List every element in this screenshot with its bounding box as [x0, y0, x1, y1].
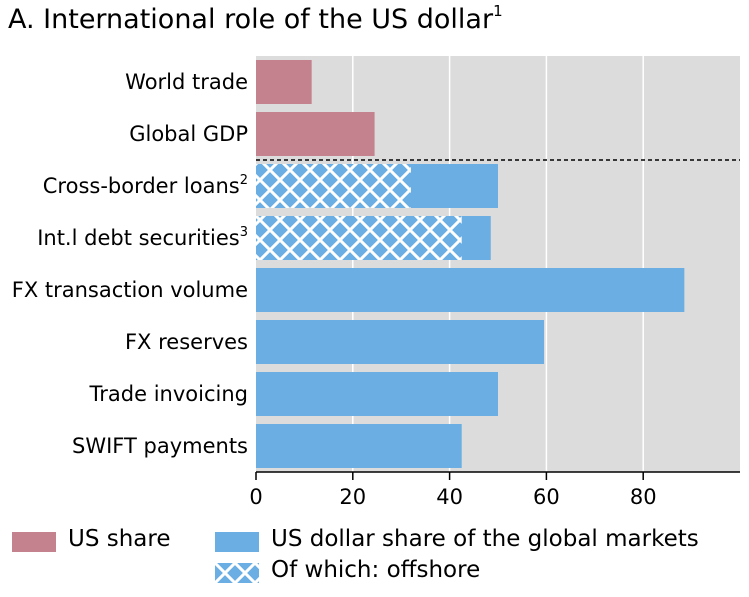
x-tick-label: 60 — [533, 485, 560, 509]
category-label: Trade invoicing — [89, 382, 248, 406]
legend-label-usd-share: US dollar share of the global markets — [271, 526, 699, 552]
chart-title: A. International role of the US dollar1 — [8, 2, 503, 35]
bar-series-0-row-0 — [256, 60, 312, 104]
bar-series-2-row-3 — [256, 216, 462, 260]
category-label: Int.l debt securities3 — [37, 225, 248, 250]
category-label: World trade — [125, 70, 248, 94]
x-tick-label: 40 — [436, 485, 463, 509]
legend-swatch-us-share — [12, 532, 56, 552]
bar-series-1-row-4 — [256, 268, 685, 312]
category-label: Cross-border loans2 — [43, 173, 248, 198]
category-label: Global GDP — [129, 122, 248, 146]
category-label: SWIFT payments — [72, 434, 248, 458]
legend-swatch-offshore — [215, 563, 259, 583]
bar-series-0-row-1 — [256, 112, 375, 156]
x-tick-label: 20 — [339, 485, 366, 509]
legend-swatch-usd-share — [215, 532, 259, 552]
category-label: FX reserves — [125, 330, 248, 354]
bar-series-1-row-5 — [256, 320, 544, 364]
category-label: FX transaction volume — [12, 278, 248, 302]
bar-series-2-row-2 — [256, 164, 411, 208]
x-tick-label: 0 — [249, 485, 262, 509]
x-tick-label: 80 — [630, 485, 657, 509]
bar-series-1-row-6 — [256, 372, 498, 416]
title-footnote: 1 — [493, 2, 503, 20]
legend-label-us-share: US share — [68, 526, 171, 552]
bar-series-1-row-7 — [256, 424, 462, 468]
legend-label-offshore: Of which: offshore — [271, 557, 481, 583]
